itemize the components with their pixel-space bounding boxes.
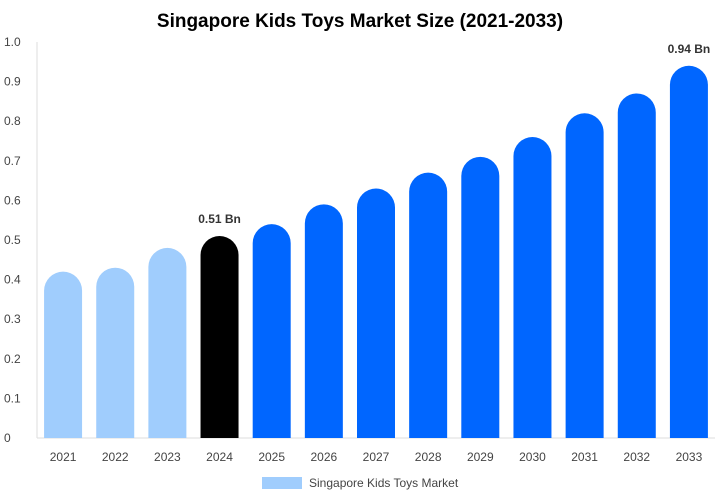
x-tick-label: 2027 (363, 450, 390, 464)
y-tick-label: 0.5 (4, 233, 21, 247)
chart-title: Singapore Kids Toys Market Size (2021-20… (157, 11, 563, 32)
bar-2024[interactable] (200, 236, 239, 438)
y-axis: 0 0.1 0.2 0.3 0.4 0.5 0.6 0.7 0.8 0.9 1.0 (4, 35, 38, 445)
data-label-2033: 0.94 Bn (668, 42, 711, 56)
x-tick-label: 2025 (258, 450, 285, 464)
legend-swatch (262, 477, 302, 489)
bar-2031[interactable] (565, 113, 604, 438)
bar-2030[interactable] (513, 137, 552, 439)
bar-2025[interactable] (252, 224, 291, 438)
x-tick-label: 2024 (206, 450, 233, 464)
bar-2023[interactable] (148, 247, 187, 438)
x-tick-label: 2021 (50, 450, 77, 464)
bars (44, 65, 708, 439)
data-labels: 0.51 Bn 0.94 Bn (198, 42, 710, 226)
y-tick-label: 0.4 (4, 273, 21, 287)
y-tick-label: 0.3 (4, 312, 21, 326)
x-tick-label: 2030 (519, 450, 546, 464)
x-tick-label: 2023 (154, 450, 181, 464)
bar-2029[interactable] (461, 156, 500, 438)
x-tick-label: 2022 (102, 450, 129, 464)
y-tick-label: 1.0 (4, 35, 21, 49)
x-tick-label: 2028 (415, 450, 442, 464)
y-tick-label: 0.2 (4, 352, 21, 366)
bar-2028[interactable] (409, 172, 448, 438)
x-tick-label: 2031 (571, 450, 598, 464)
bar-2033[interactable] (669, 65, 708, 438)
y-tick-label: 0.6 (4, 193, 21, 207)
x-tick-label: 2032 (623, 450, 650, 464)
bar-2026[interactable] (304, 204, 343, 438)
x-tick-label: 2033 (676, 450, 703, 464)
x-tick-label: 2026 (310, 450, 337, 464)
x-tick-label: 2029 (467, 450, 494, 464)
bar-2032[interactable] (617, 93, 656, 438)
data-label-2024: 0.51 Bn (198, 212, 241, 226)
y-tick-label: 0 (4, 431, 11, 445)
y-tick-label: 0.8 (4, 114, 21, 128)
legend[interactable]: Singapore Kids Toys Market (262, 476, 459, 490)
x-axis: 2021 2022 2023 2024 2025 2026 2027 2028 2029 2030… (37, 437, 715, 464)
y-tick-label: 0.7 (4, 154, 21, 168)
bar-2021[interactable] (44, 271, 83, 438)
y-tick-label: 0.1 (4, 391, 21, 405)
bar-2027[interactable] (357, 188, 395, 438)
legend-label: Singapore Kids Toys Market (309, 476, 459, 490)
y-tick-label: 0.9 (4, 75, 21, 89)
bar-2022[interactable] (96, 267, 135, 438)
